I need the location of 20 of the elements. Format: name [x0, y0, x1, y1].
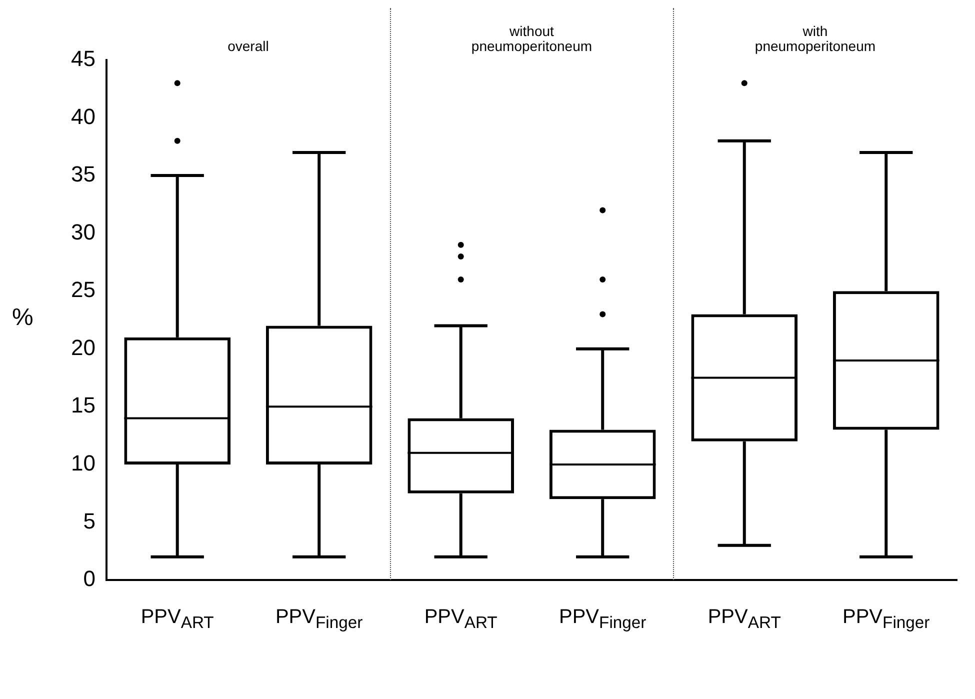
- y-tick-label: 45: [70, 46, 96, 72]
- y-tick-label: 5: [83, 508, 96, 534]
- x-tick-label: PPV$_{Finger}$: [558, 606, 648, 633]
- x-tick-label: PPV$_{Finger}$: [274, 606, 364, 633]
- x-tick-label: PPV$_{Finger}$: [841, 606, 931, 633]
- x-tick-label: PPV$_{ART}$: [706, 606, 782, 633]
- y-tick-label: 15: [70, 392, 96, 418]
- text: overall: [226, 38, 270, 54]
- y-tick-label: 35: [70, 162, 96, 187]
- y-tick-label: 0: [83, 566, 96, 592]
- y-tick-label: 40: [70, 104, 96, 129]
- y-tick-label: 25: [70, 277, 96, 302]
- y-tick-label: 30: [70, 219, 96, 244]
- text: with pneumoperitoneum: [754, 23, 877, 54]
- x-tick-label: PPV$_{ART}$: [140, 606, 215, 633]
- y-tick-label: 20: [70, 334, 96, 360]
- text: without pneumoperitoneum: [470, 23, 594, 54]
- y-axis-title: %: [12, 304, 34, 332]
- x-tick-label: PPV$_{ART}$: [423, 606, 498, 633]
- y-tick-label: 10: [70, 450, 96, 476]
